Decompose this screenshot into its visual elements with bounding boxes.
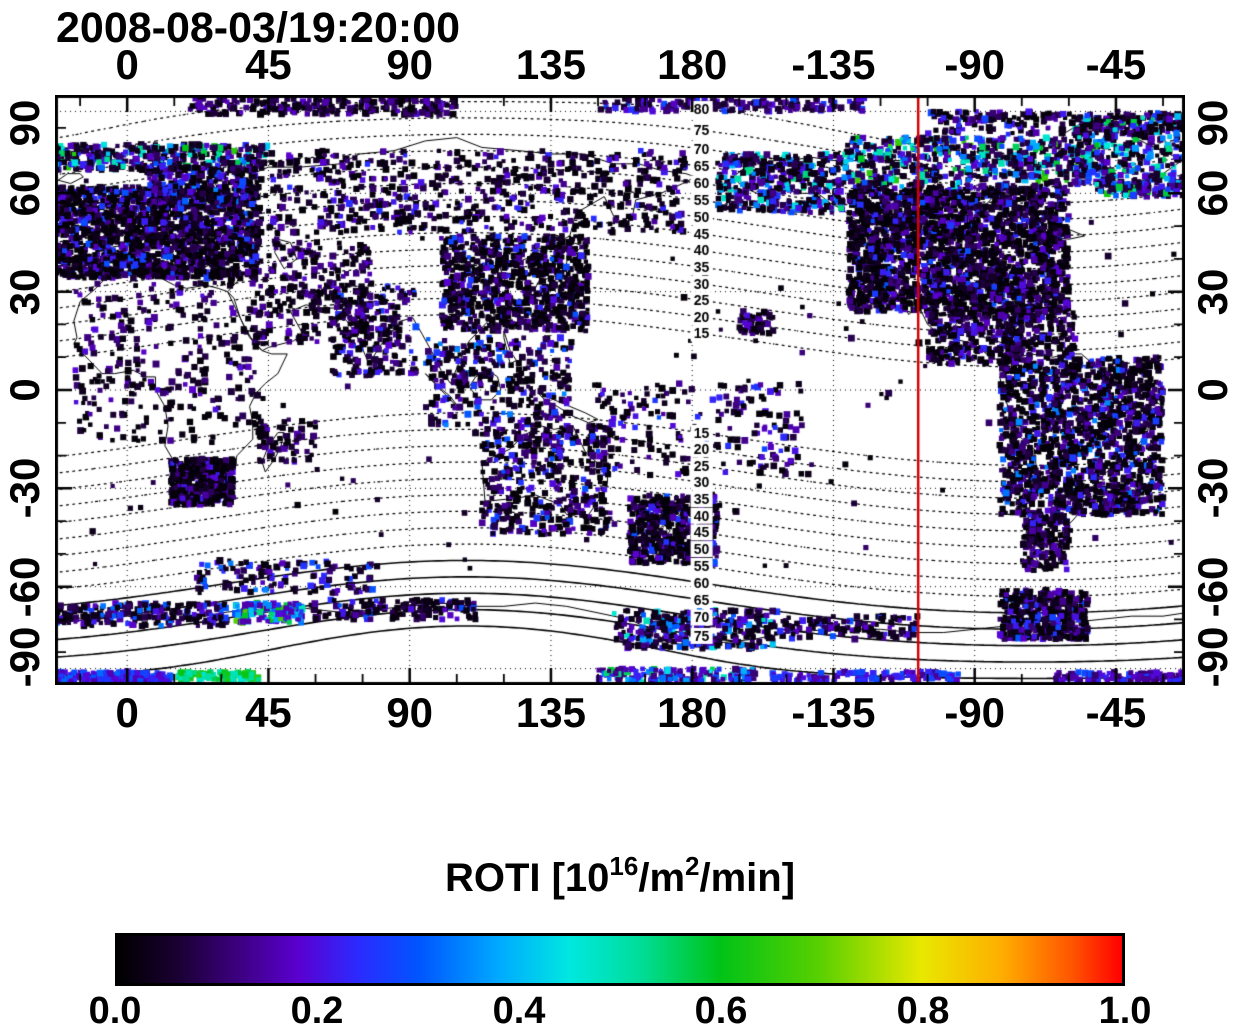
colorbar-title-per-min: /min] — [699, 856, 796, 900]
lat-tick-label-right: -30 — [1189, 457, 1236, 519]
colorbar-tick-label: 0.6 — [694, 990, 748, 1024]
colorbar-tick-label: 0.0 — [88, 990, 142, 1024]
lon-tick-label-top: -90 — [944, 41, 1006, 88]
lon-tick-label-bottom: -90 — [944, 689, 1006, 736]
colorbar-title-per-m: /m — [638, 856, 686, 900]
lat-tick-label-right: 90 — [1189, 99, 1236, 147]
colorbar-title-squared: 2 — [685, 851, 700, 881]
lon-tick-label-bottom: 45 — [245, 689, 292, 736]
timestamp-title: 2008-08-03/19:20:00 — [56, 4, 461, 52]
lon-tick-label-top: 135 — [515, 41, 586, 88]
colorbar-tick-label: 0.4 — [492, 990, 546, 1024]
lat-tick-label-left: 90 — [1, 99, 48, 147]
lon-tick-label-bottom: 0 — [115, 689, 139, 736]
world-map-canvas — [55, 95, 1185, 685]
lat-tick-label-right: 30 — [1189, 268, 1236, 316]
lon-tick-label-top: -135 — [791, 41, 876, 88]
colorbar-tick-label: 0.2 — [290, 990, 344, 1024]
lon-tick-label-top: -45 — [1085, 41, 1147, 88]
lon-tick-label-bottom: -45 — [1085, 689, 1147, 736]
lon-tick-label-top: 90 — [386, 41, 434, 88]
lat-tick-label-left: 0 — [1, 378, 48, 402]
colorbar-title-text: ROTI [10 — [444, 856, 610, 900]
lat-tick-label-left: 30 — [1, 268, 48, 316]
colorbar-tick-label: 0.8 — [896, 990, 950, 1024]
lon-tick-label-bottom: 90 — [386, 689, 434, 736]
colorbar-title: ROTI [1016/m2/min] — [115, 851, 1125, 901]
lat-tick-label-right: -60 — [1189, 556, 1236, 618]
lat-tick-label-left: -30 — [1, 457, 48, 519]
lat-tick-label-left: 60 — [1, 169, 48, 217]
lat-tick-label-right: -90 — [1189, 626, 1236, 688]
colorbar-tick-label: 1.0 — [1098, 990, 1152, 1024]
lat-tick-label-left: -90 — [1, 626, 48, 688]
lon-tick-label-bottom: 180 — [657, 689, 728, 736]
lon-tick-label-top: 180 — [657, 41, 728, 88]
lon-tick-label-top: 0 — [115, 41, 139, 88]
lat-tick-label-right: 0 — [1189, 378, 1236, 402]
lon-tick-label-top: 45 — [245, 41, 292, 88]
colorbar-gradient — [115, 933, 1125, 986]
lon-tick-label-bottom: 135 — [515, 689, 586, 736]
lon-tick-label-bottom: -135 — [791, 689, 876, 736]
lat-tick-label-right: 60 — [1189, 169, 1236, 217]
lat-tick-label-left: -60 — [1, 556, 48, 618]
colorbar-title-exponent: 16 — [609, 851, 639, 881]
